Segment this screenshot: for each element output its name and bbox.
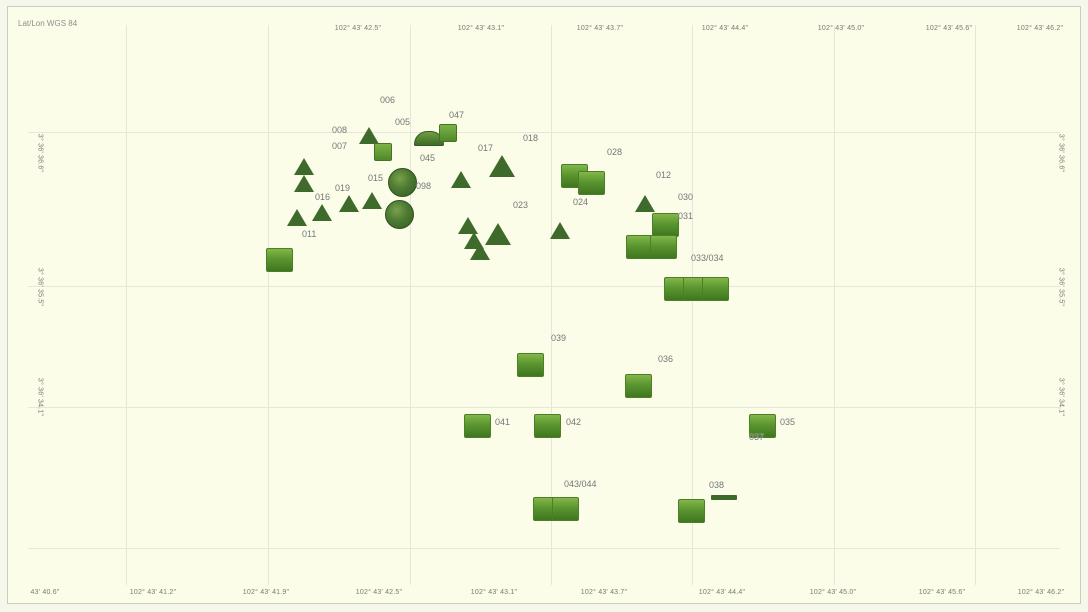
bottom-coordinate-tick: 102° 43' 45.6"	[918, 589, 966, 596]
bottom-coordinate-tick: 102° 43' 43.1"	[470, 589, 518, 596]
triangle-marker[interactable]	[359, 127, 379, 144]
marker-label: 036	[658, 354, 674, 364]
marker-label: 024	[573, 197, 589, 207]
marker-label: 023	[513, 200, 529, 210]
triangle-marker[interactable]	[550, 222, 570, 239]
grid-line	[126, 25, 127, 585]
top-coordinate-tick: 102° 43' 44.4"	[701, 25, 749, 32]
bottom-coordinate-tick: 102° 43' 43.7"	[580, 589, 628, 596]
triangle-marker[interactable]	[489, 155, 515, 177]
marker-label: 035	[780, 417, 796, 427]
circle-marker[interactable]	[388, 168, 417, 197]
grid-line	[28, 407, 1060, 408]
bottom-coordinate-tick: 43' 40.6"	[30, 589, 60, 596]
square-marker[interactable]	[650, 235, 677, 259]
map-canvas[interactable]: Lat/Lon WGS 84 102° 43' 42.5" 102° 43' 4…	[7, 6, 1081, 604]
grid-line	[692, 25, 693, 585]
triangle-marker[interactable]	[294, 158, 314, 175]
square-marker[interactable]	[534, 414, 561, 438]
grid-line	[834, 25, 835, 585]
top-coordinate-tick: 102° 43' 45.6"	[925, 25, 973, 32]
square-marker[interactable]	[749, 414, 776, 438]
circle-marker[interactable]	[385, 200, 414, 229]
marker-label: 008	[332, 125, 348, 135]
bottom-coordinate-tick: 102° 43' 42.5"	[355, 589, 403, 596]
marker-label: 015	[368, 173, 384, 183]
projection-label: Lat/Lon WGS 84	[18, 19, 78, 28]
marker-label: 017	[478, 143, 494, 153]
marker-label: 030	[678, 192, 694, 202]
triangle-marker[interactable]	[287, 209, 307, 226]
bottom-coordinate-tick: 102° 43' 45.0"	[809, 589, 857, 596]
triangle-marker[interactable]	[470, 243, 490, 260]
grid-line	[268, 25, 269, 585]
marker-label: 033/034	[691, 253, 724, 263]
square-marker[interactable]	[374, 143, 392, 161]
marker-label: 039	[551, 333, 567, 343]
marker-label: 047	[449, 110, 465, 120]
left-coordinate-tick: 3° 36' 36.6"	[36, 133, 44, 173]
bottom-coordinate-tick: 102° 43' 41.2"	[129, 589, 177, 596]
bottom-coordinate-tick: 102° 43' 44.4"	[698, 589, 746, 596]
bottom-coordinate-tick: 102° 43' 46.2"	[1017, 589, 1065, 596]
square-marker[interactable]	[517, 353, 544, 377]
triangle-marker[interactable]	[458, 217, 478, 234]
bar-marker[interactable]	[711, 495, 737, 500]
square-marker[interactable]	[266, 248, 293, 272]
marker-label: 016	[315, 192, 331, 202]
square-marker[interactable]	[678, 499, 705, 523]
square-marker[interactable]	[552, 497, 579, 521]
marker-label: 037	[749, 432, 765, 442]
square-marker[interactable]	[464, 414, 491, 438]
marker-label: 006	[380, 95, 396, 105]
triangle-marker[interactable]	[312, 204, 332, 221]
left-coordinate-tick: 3° 36' 35.5"	[36, 267, 44, 307]
top-coordinate-tick: 102° 43' 46.2"	[1016, 25, 1064, 32]
marker-label: 031	[678, 211, 694, 221]
grid-line	[551, 25, 552, 585]
triangle-marker[interactable]	[339, 195, 359, 212]
marker-label: 005	[395, 117, 411, 127]
top-coordinate-tick: 102° 43' 43.1"	[457, 25, 505, 32]
top-coordinate-tick: 102° 43' 42.5"	[334, 25, 382, 32]
triangle-marker[interactable]	[362, 192, 382, 209]
top-coordinate-tick: 102° 43' 45.0"	[817, 25, 865, 32]
marker-label: 038	[709, 480, 725, 490]
marker-label: 019	[335, 183, 351, 193]
marker-label: 043/044	[564, 479, 597, 489]
marker-label: 011	[302, 229, 317, 239]
bottom-coordinate-tick: 102° 43' 41.9"	[242, 589, 290, 596]
right-coordinate-tick: 3° 36' 36.6"	[1057, 133, 1065, 173]
marker-label: 041	[495, 417, 511, 427]
top-coordinate-tick: 102° 43' 43.7"	[576, 25, 624, 32]
marker-label: 012	[656, 170, 672, 180]
square-marker[interactable]	[652, 213, 679, 237]
left-coordinate-tick: 3° 36' 34.1"	[36, 377, 44, 417]
marker-label: 028	[607, 147, 623, 157]
square-marker[interactable]	[702, 277, 729, 301]
marker-label: 098	[416, 181, 432, 191]
triangle-marker[interactable]	[451, 171, 471, 188]
grid-line	[28, 286, 1060, 287]
triangle-marker[interactable]	[635, 195, 655, 212]
right-coordinate-tick: 3° 36' 34.1"	[1057, 377, 1065, 417]
grid-line	[28, 548, 1060, 549]
marker-label: 007	[332, 141, 348, 151]
grid-line	[410, 25, 411, 585]
grid-line	[28, 132, 1060, 133]
marker-label: 045	[420, 153, 436, 163]
square-marker[interactable]	[439, 124, 457, 142]
right-coordinate-tick: 3° 36' 35.5"	[1057, 267, 1065, 307]
marker-label: 018	[523, 133, 539, 143]
square-marker[interactable]	[578, 171, 605, 195]
triangle-marker[interactable]	[294, 175, 314, 192]
marker-label: 042	[566, 417, 582, 427]
square-marker[interactable]	[626, 235, 653, 259]
triangle-marker[interactable]	[485, 223, 511, 245]
square-marker[interactable]	[625, 374, 652, 398]
grid-line	[975, 25, 976, 585]
